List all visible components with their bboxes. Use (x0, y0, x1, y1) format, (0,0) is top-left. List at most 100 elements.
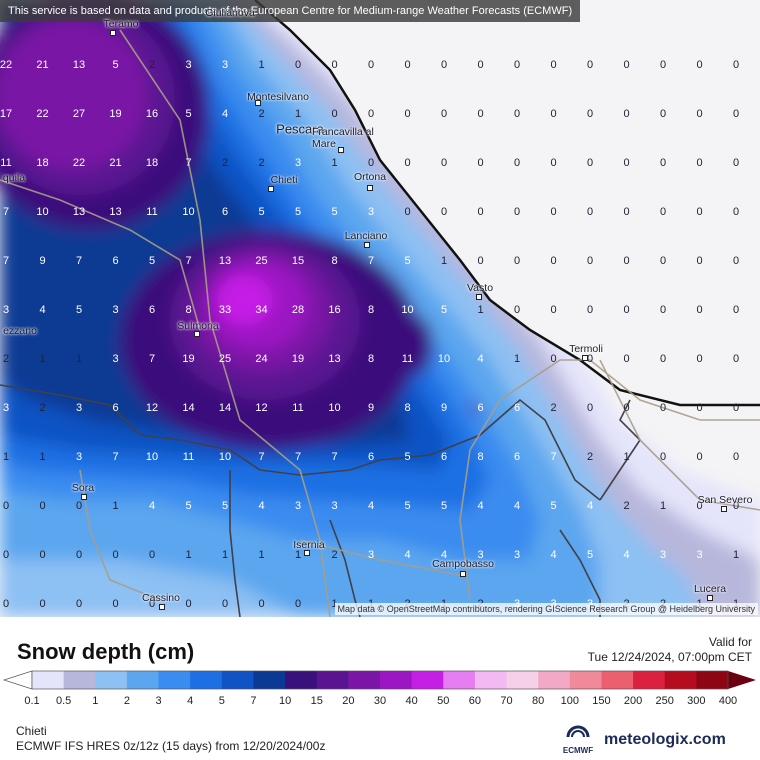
grid-value: 0 (733, 206, 739, 218)
grid-value: 0 (550, 304, 556, 316)
grid-value: 19 (292, 353, 304, 365)
grid-value: 0 (441, 157, 447, 169)
scale-swatch (696, 671, 729, 689)
grid-value: 7 (3, 255, 9, 267)
grid-value: 3 (660, 549, 666, 561)
grid-value: 1 (258, 549, 264, 561)
grid-value: 0 (514, 157, 520, 169)
grid-value: 0 (733, 451, 739, 463)
scale-swatch (95, 671, 128, 689)
scale-tick-label: 400 (718, 695, 738, 707)
city-label: Sora (71, 482, 95, 494)
grid-value: 14 (219, 402, 231, 414)
grid-value: 6 (514, 451, 520, 463)
city-label: quila (2, 172, 26, 184)
grid-value: 21 (36, 59, 48, 71)
scale-tick-label: 20 (342, 695, 355, 707)
grid-value: 0 (623, 206, 629, 218)
ecmwf-logo-text: ECMWF (563, 746, 593, 755)
grid-value: 17 (0, 108, 12, 120)
grid-value: 4 (550, 549, 556, 561)
city-label: Teramo (103, 18, 139, 30)
grid-value: 13 (73, 206, 85, 218)
grid-value: 1 (39, 451, 45, 463)
grid-value: 18 (146, 157, 158, 169)
grid-value: 13 (328, 353, 340, 365)
grid-value: 0 (514, 255, 520, 267)
scale-tick-label: 60 (468, 695, 482, 707)
grid-value: 4 (404, 549, 410, 561)
grid-value: 0 (587, 206, 593, 218)
grid-value: 3 (112, 353, 118, 365)
scale-tick-label: 10 (278, 695, 292, 707)
grid-value: 3 (76, 402, 82, 414)
grid-value: 0 (404, 157, 410, 169)
color-scale-ticks: 0.1 0.5 1 2 3 4 5 7 10 15 20 30 40 50 60 70 80 100 150 200 2… (0, 695, 760, 709)
coastline (254, 0, 760, 407)
grid-value: 11 (146, 206, 157, 218)
grid-value: 19 (109, 108, 121, 120)
city-dot (338, 147, 344, 153)
grid-value: 0 (112, 549, 118, 561)
grid-value: 27 (73, 108, 85, 120)
grid-value: 0 (149, 549, 155, 561)
city-label: Lucera (693, 583, 727, 595)
grid-value: 14 (182, 402, 194, 414)
grid-value: 0 (3, 500, 9, 512)
scale-tick-label: 150 (592, 695, 611, 707)
snow-depth-map[interactable]: 22 21 13 5 2 3 3 1 0 0 0 0 0 0 0 0 0 0 0 0 0 17 22 27 19 16 5 4 2 1 0 0… (0, 0, 760, 617)
grid-value: 5 (222, 500, 228, 512)
city-label: Vasto (466, 282, 494, 294)
grid-value: 0 (696, 402, 702, 414)
grid-value: 4 (258, 500, 264, 512)
grid-value: 0 (660, 304, 666, 316)
grid-value: 8 (368, 353, 374, 365)
grid-value: 1 (331, 157, 337, 169)
grid-value: 5 (404, 255, 410, 267)
color-scale (2, 670, 756, 690)
grid-value: 0 (587, 304, 593, 316)
grid-value: 11 (0, 157, 11, 169)
grid-value: 0 (696, 451, 702, 463)
snow-depth-field (0, 0, 760, 617)
city-dot (255, 100, 261, 106)
grid-value: 1 (441, 255, 447, 267)
grid-value: 12 (146, 402, 158, 414)
grid-value: 10 (146, 451, 158, 463)
grid-value: 6 (441, 451, 447, 463)
grid-value: 4 (477, 353, 483, 365)
grid-value: 0 (587, 255, 593, 267)
grid-value: 5 (149, 255, 155, 267)
grid-value: 4 (222, 108, 228, 120)
grid-value: 3 (3, 402, 9, 414)
grid-value: 0 (696, 59, 702, 71)
scale-swatch (253, 671, 286, 689)
grid-value: 1 (660, 500, 666, 512)
grid-value: 4 (441, 549, 447, 561)
scale-tick-label: 3 (155, 695, 162, 707)
grid-value: 0 (733, 157, 739, 169)
grid-values: 22 21 13 5 2 3 3 1 0 0 0 0 0 0 0 0 0 0 0 0 017 22 27 19 16 5 4 2 1 0 0… (0, 59, 739, 610)
grid-value: 9 (39, 255, 45, 267)
grid-value: 3 (477, 549, 483, 561)
city-label: Termoli (569, 343, 603, 355)
grid-value: 0 (660, 206, 666, 218)
grid-value: 0 (550, 157, 556, 169)
grid-value: 0 (39, 598, 45, 610)
grid-value: 1 (3, 451, 9, 463)
grid-value: 0 (149, 598, 155, 610)
roads (0, 29, 760, 617)
grid-value: 2 (149, 59, 155, 71)
grid-value: 0 (76, 549, 82, 561)
scale-tick-label: 2 (123, 695, 130, 707)
grid-value: 2 (258, 157, 264, 169)
grid-value: 0 (696, 255, 702, 267)
scale-swatch (538, 671, 571, 689)
grid-value: 0 (368, 108, 374, 120)
grid-value: 6 (368, 451, 374, 463)
grid-value: 5 (295, 206, 301, 218)
grid-value: 18 (36, 157, 48, 169)
meteologix-brand[interactable]: meteologix.com (604, 731, 726, 748)
grid-value: 1 (623, 451, 629, 463)
grid-value: 4 (39, 304, 45, 316)
